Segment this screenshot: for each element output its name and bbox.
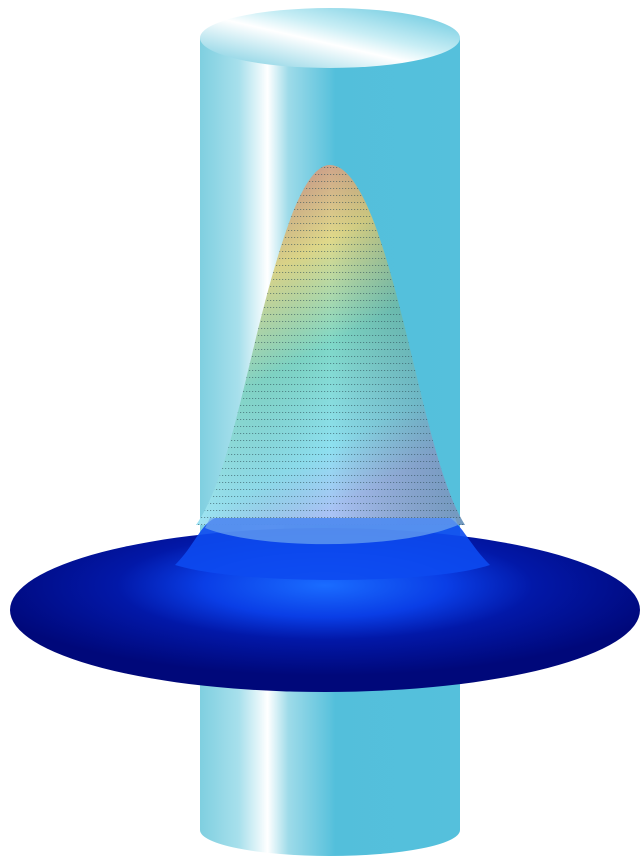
peak-contours: [196, 165, 465, 525]
peak-base: [205, 518, 458, 545]
disc: [10, 528, 640, 692]
cylinder-top: [200, 8, 460, 68]
cylinder-bottom: [200, 804, 460, 856]
